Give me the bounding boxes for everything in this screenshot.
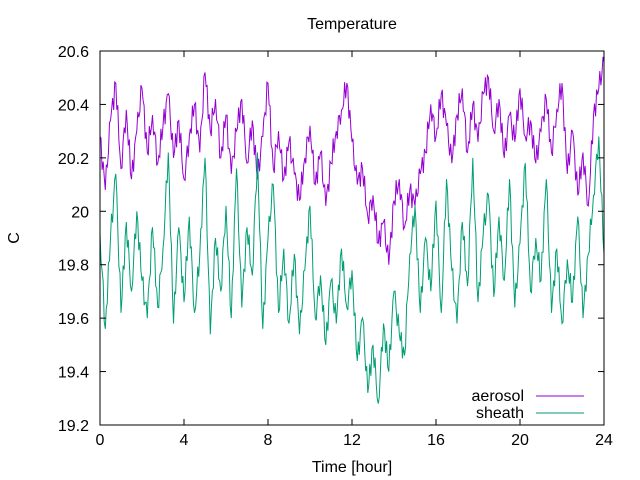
y-tick-label: 20.6 xyxy=(58,44,89,61)
legend-label-aerosol: aerosol xyxy=(472,388,524,405)
x-tick-label: 20 xyxy=(511,432,529,449)
x-tick-label: 24 xyxy=(595,432,613,449)
x-tick-label: 0 xyxy=(96,432,105,449)
x-axis-label: Time [hour] xyxy=(312,459,392,476)
x-tick-label: 16 xyxy=(427,432,445,449)
y-tick-label: 19.6 xyxy=(58,311,89,328)
y-tick-label: 20.4 xyxy=(58,97,89,114)
series-line-aerosol xyxy=(99,56,605,265)
x-tick-label: 4 xyxy=(180,432,189,449)
series-line-sheath xyxy=(99,136,605,404)
y-axis-label: C xyxy=(6,232,23,244)
plot-area: 0 4 8 12 16 20 24 19.2 19.4 19.6 19.8 20 20.2 20.4 20.… xyxy=(58,44,613,449)
y-tick-label: 19.4 xyxy=(58,365,89,382)
y-tick-label: 19.2 xyxy=(58,418,89,435)
legend-label-sheath: sheath xyxy=(476,405,524,422)
y-tick-label: 20 xyxy=(71,204,89,221)
x-tick-label: 12 xyxy=(343,432,361,449)
chart-title: Temperature xyxy=(307,16,397,33)
x-tick-label: 8 xyxy=(264,432,273,449)
y-tick-label: 20.2 xyxy=(58,151,89,168)
y-tick-label: 19.8 xyxy=(58,258,89,275)
